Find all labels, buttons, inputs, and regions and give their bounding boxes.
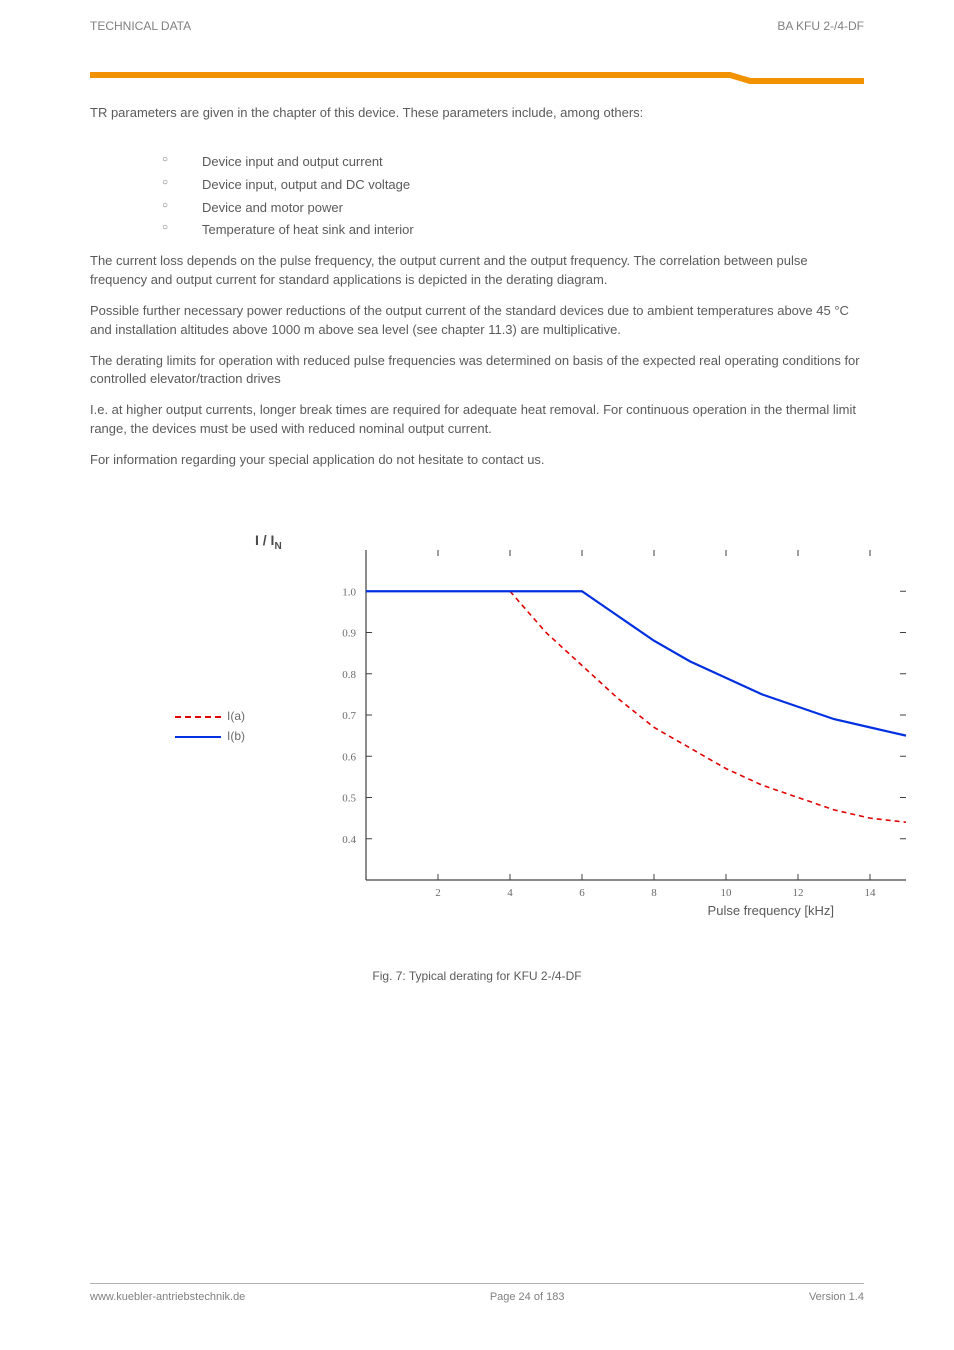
para: For information regarding your special a… bbox=[90, 451, 864, 470]
svg-text:0.4: 0.4 bbox=[342, 834, 356, 846]
svg-text:10: 10 bbox=[721, 887, 733, 899]
list-item: Temperature of heat sink and interior bbox=[162, 221, 864, 240]
svg-text:6: 6 bbox=[579, 887, 585, 899]
figure-caption: Fig. 7: Typical derating for KFU 2-/4-DF bbox=[90, 968, 864, 985]
header-left: TECHNICAL DATA bbox=[90, 18, 191, 35]
svg-text:0.7: 0.7 bbox=[342, 710, 356, 722]
svg-text:0.9: 0.9 bbox=[342, 627, 356, 639]
header-rule bbox=[90, 72, 864, 84]
footer-center: Page 24 of 183 bbox=[490, 1290, 565, 1306]
list-item: Device and motor power bbox=[162, 199, 864, 218]
svg-text:8: 8 bbox=[651, 887, 657, 899]
para: Possible further necessary power reducti… bbox=[90, 302, 864, 340]
para: The current loss depends on the pulse fr… bbox=[90, 252, 864, 290]
svg-text:4: 4 bbox=[507, 887, 513, 899]
header-right: BA KFU 2-/4-DF bbox=[777, 18, 864, 35]
svg-text:12: 12 bbox=[793, 887, 804, 899]
bullet-list: Device input and output current Device i… bbox=[122, 153, 864, 240]
svg-text:1.0: 1.0 bbox=[342, 586, 356, 598]
svg-text:0.6: 0.6 bbox=[342, 751, 356, 763]
x-axis-title: Pulse frequency [kHz] bbox=[708, 902, 834, 921]
footer-right: Version 1.4 bbox=[809, 1290, 864, 1306]
derating-chart: I / IN I(a) I(b) 24681012140.40.50.60.70… bbox=[90, 520, 864, 960]
intro-text: TR parameters are given in the chapter o… bbox=[90, 104, 864, 123]
svg-text:0.8: 0.8 bbox=[342, 669, 356, 681]
para: I.e. at higher output currents, longer b… bbox=[90, 401, 864, 439]
list-item: Device input, output and DC voltage bbox=[162, 176, 864, 195]
svg-text:14: 14 bbox=[865, 887, 877, 899]
svg-text:0.5: 0.5 bbox=[342, 792, 356, 804]
footer-left: www.kuebler-antriebstechnik.de bbox=[90, 1290, 245, 1306]
list-item: Device input and output current bbox=[162, 153, 864, 172]
para: The derating limits for operation with r… bbox=[90, 352, 864, 390]
svg-text:2: 2 bbox=[435, 887, 441, 899]
